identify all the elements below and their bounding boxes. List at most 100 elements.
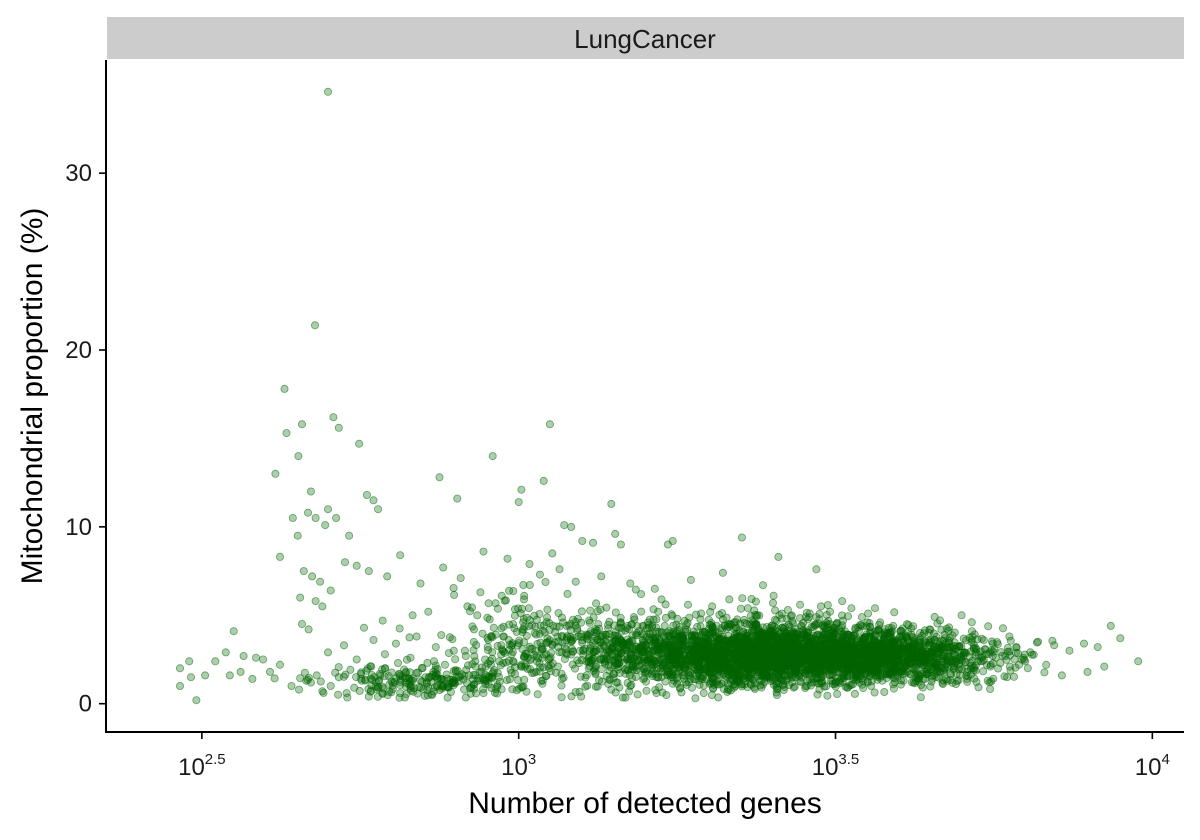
data-point xyxy=(323,87,332,96)
data-point xyxy=(959,634,968,643)
data-point xyxy=(437,631,446,640)
data-point xyxy=(577,632,586,641)
data-point xyxy=(575,659,584,668)
data-point xyxy=(626,682,635,691)
data-point xyxy=(708,602,717,611)
data-point xyxy=(701,637,710,646)
data-point xyxy=(698,674,707,683)
data-point xyxy=(586,606,595,615)
data-point xyxy=(707,661,716,670)
data-point xyxy=(524,604,533,613)
data-point xyxy=(275,660,284,669)
data-point xyxy=(681,678,690,687)
data-point xyxy=(306,678,315,687)
data-point xyxy=(311,514,320,523)
data-point xyxy=(364,567,373,576)
data-point xyxy=(949,650,958,659)
data-point xyxy=(225,671,234,680)
data-point xyxy=(557,648,566,657)
data-point xyxy=(378,616,387,625)
data-point xyxy=(535,570,544,579)
data-point xyxy=(597,665,606,674)
data-point xyxy=(822,646,831,655)
data-point xyxy=(525,560,534,569)
data-point xyxy=(743,657,752,666)
data-point xyxy=(750,625,759,634)
data-point xyxy=(774,652,783,661)
data-point xyxy=(450,590,459,599)
data-point xyxy=(1012,643,1021,652)
data-point xyxy=(953,677,962,686)
data-point xyxy=(543,613,552,622)
data-point xyxy=(616,540,625,549)
data-point xyxy=(867,682,876,691)
data-point xyxy=(334,663,343,672)
data-point xyxy=(416,683,425,692)
data-point xyxy=(798,621,807,630)
data-point xyxy=(562,621,571,630)
data-point xyxy=(707,691,716,700)
data-point xyxy=(759,623,768,632)
data-point xyxy=(811,621,820,630)
data-point xyxy=(650,584,659,593)
data-point xyxy=(671,660,680,669)
data-point xyxy=(850,689,859,698)
data-point xyxy=(621,693,630,702)
data-point xyxy=(470,652,479,661)
data-point xyxy=(844,657,853,666)
data-point xyxy=(560,655,569,664)
data-point xyxy=(310,321,319,330)
data-point xyxy=(966,659,975,668)
data-point xyxy=(525,616,534,625)
data-point xyxy=(406,653,415,662)
data-point xyxy=(490,666,499,675)
data-point xyxy=(374,505,383,514)
data-point xyxy=(296,593,305,602)
data-point xyxy=(576,646,585,655)
data-point xyxy=(481,655,490,664)
data-point xyxy=(431,643,440,652)
data-point xyxy=(308,572,317,581)
data-point xyxy=(536,663,545,672)
data-point xyxy=(555,565,564,574)
data-point xyxy=(594,620,603,629)
data-point xyxy=(478,663,487,672)
data-point xyxy=(690,631,699,640)
data-point xyxy=(396,551,405,560)
data-point xyxy=(847,604,856,613)
data-point xyxy=(983,676,992,685)
data-point xyxy=(900,663,909,672)
data-point xyxy=(456,574,465,583)
data-point xyxy=(739,646,748,655)
data-point xyxy=(412,669,421,678)
x-axis-title: Number of detected genes xyxy=(468,787,822,820)
data-point xyxy=(673,614,682,623)
data-point xyxy=(668,679,677,688)
data-point xyxy=(299,567,308,576)
data-point xyxy=(569,647,578,656)
data-point xyxy=(658,663,667,672)
data-point xyxy=(568,660,577,669)
data-point xyxy=(615,623,624,632)
data-point xyxy=(520,595,529,604)
data-point xyxy=(885,629,894,638)
data-point xyxy=(644,618,653,627)
data-point xyxy=(507,650,516,659)
data-point xyxy=(838,597,847,606)
data-point xyxy=(771,659,780,668)
data-point xyxy=(509,620,518,629)
data-point xyxy=(374,683,383,692)
data-point xyxy=(567,637,576,646)
data-point xyxy=(1005,662,1014,671)
data-point xyxy=(491,630,500,639)
data-point xyxy=(633,690,642,699)
data-point xyxy=(772,680,781,689)
data-point xyxy=(526,665,535,674)
data-point xyxy=(713,643,722,652)
data-point xyxy=(557,693,566,702)
data-point xyxy=(1003,673,1012,682)
data-point xyxy=(1093,643,1102,652)
data-point xyxy=(974,683,983,692)
data-point xyxy=(925,625,934,634)
data-point xyxy=(559,673,568,682)
